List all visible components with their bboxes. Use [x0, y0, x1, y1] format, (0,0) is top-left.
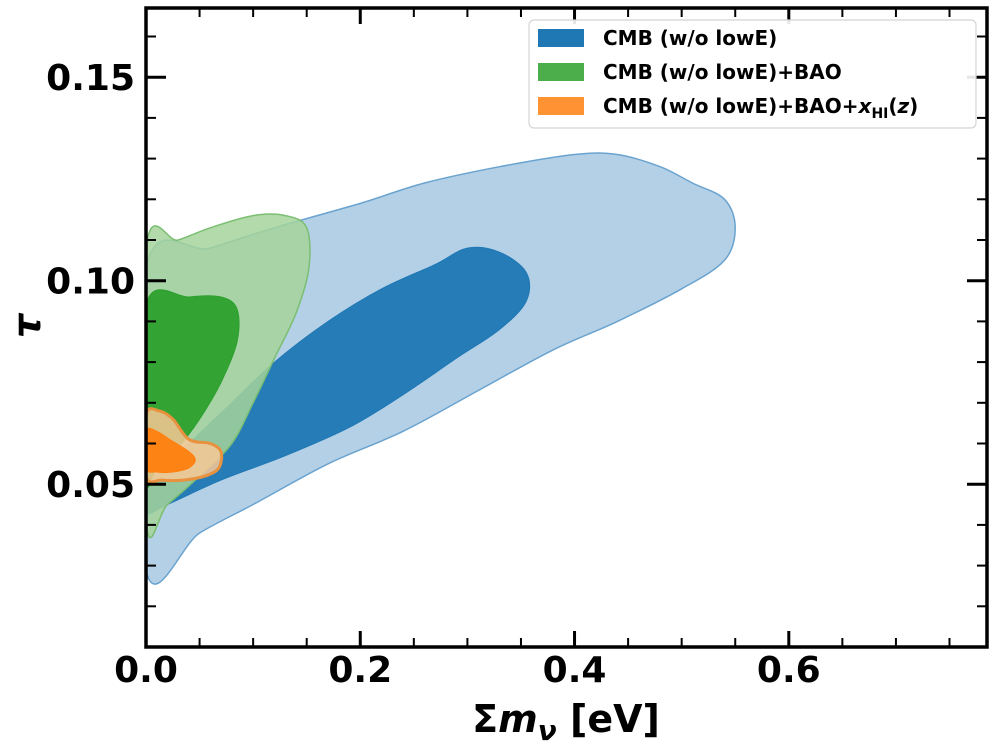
legend: CMB (w/o lowE) CMB (w/o lowE)+BAO CMB (w/o… — [528, 19, 977, 129]
legend-label-2: CMB (w/o lowE)+BAO+xHI(z) — [603, 94, 918, 122]
legend-swatch-1 — [538, 63, 584, 81]
y-tick-label: 0.10 — [46, 262, 135, 303]
legend-box — [528, 19, 977, 129]
labels-layer: 0.0 0.2 0.4 0.6 0.05 0.10 0.15 Σmν [eV] τ — [5, 58, 821, 747]
y-axis-label: τ — [5, 312, 49, 338]
legend-label-0: CMB (w/o lowE) — [603, 26, 777, 50]
legend-swatch-2 — [538, 97, 584, 115]
x-tick-label: 0.6 — [757, 650, 821, 691]
legend-label-1: CMB (w/o lowE)+BAO — [603, 60, 842, 84]
x-tick-label: 0.0 — [114, 650, 178, 691]
x-tick-label: 0.2 — [328, 650, 392, 691]
x-tick-label: 0.4 — [543, 650, 607, 691]
legend-swatch-0 — [538, 29, 584, 47]
contour-68-series-2 — [146, 427, 196, 474]
y-tick-label: 0.15 — [46, 58, 135, 99]
plot-frame — [144, 6, 989, 649]
contours-layer — [146, 152, 736, 585]
x-axis-label: Σmν [eV] — [472, 697, 660, 747]
y-tick-label: 0.05 — [46, 465, 135, 506]
